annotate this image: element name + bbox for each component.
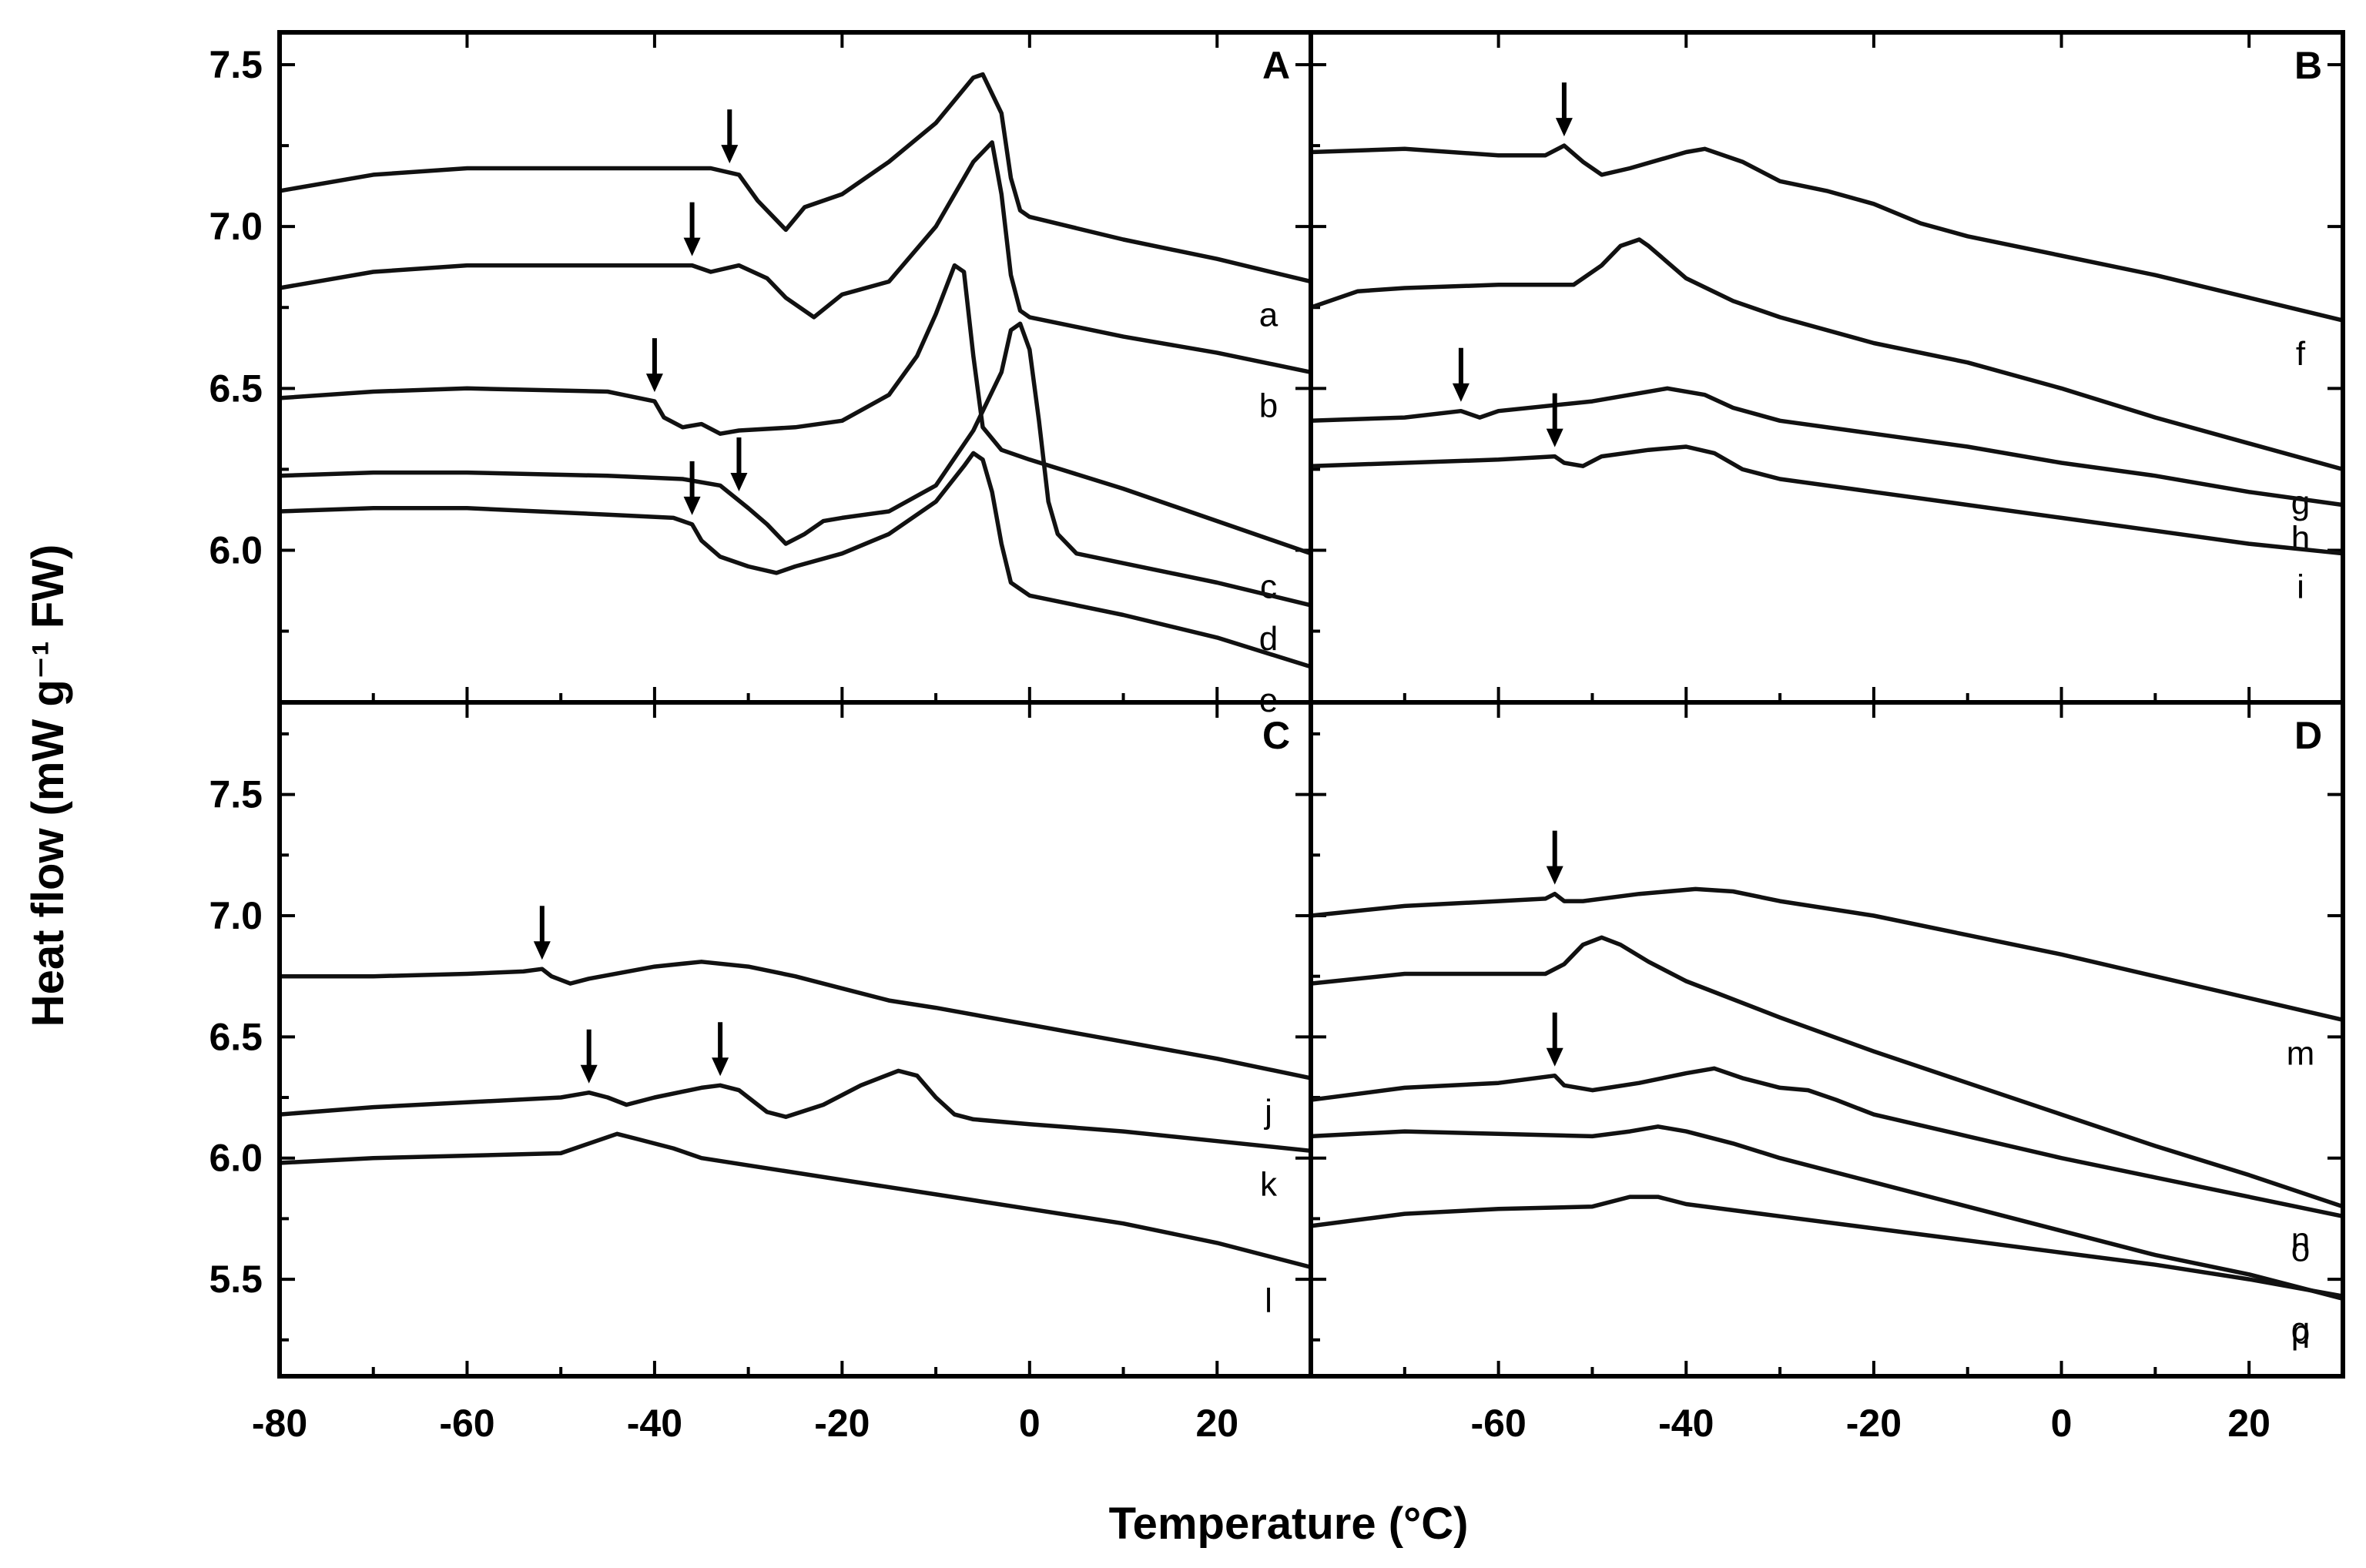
series-label-b: b	[1259, 387, 1278, 424]
panel-d: D -60 -40 -20 0 20 m no pq	[1309, 702, 2345, 1445]
series-line-f	[1309, 143, 2345, 323]
y-tick-label: 6.5	[209, 367, 263, 410]
panel-letter-c: C	[1262, 714, 1290, 757]
x-tick-label: -60	[1471, 1402, 1527, 1445]
series-label-l: l	[1265, 1282, 1272, 1319]
series-line-c	[277, 263, 1313, 556]
panel-letter-a: A	[1262, 44, 1290, 87]
arrow-marker-b	[683, 202, 701, 256]
x-tick-label: -40	[1658, 1402, 1714, 1445]
x-tick-label: -40	[627, 1402, 682, 1445]
series-line-e	[277, 451, 1313, 669]
series-line-k	[277, 1068, 1313, 1154]
arrow-marker-d	[730, 437, 748, 492]
series-label-n: n	[2291, 1221, 2310, 1259]
series-line-p	[1309, 1124, 2345, 1302]
x-tick-label: -20	[814, 1402, 870, 1445]
series-line-q	[1309, 1194, 2345, 1298]
arrow-marker-c	[645, 338, 663, 393]
series-line-m	[1309, 886, 2345, 1023]
arrow-marker-o	[1546, 1012, 1563, 1067]
arrow-marker-h	[1452, 347, 1470, 402]
x-axis-title: Temperature (°C)	[1109, 1499, 1469, 1549]
arrow-marker-k	[580, 1029, 598, 1084]
figure-outer-frame	[277, 30, 2345, 1379]
series-label-o: o	[2291, 1231, 2310, 1268]
arrow-marker-i	[1546, 393, 1563, 447]
series-line-b	[277, 140, 1313, 375]
arrow-marker-j	[533, 906, 551, 960]
panel-letter-d: D	[2294, 714, 2322, 757]
series-line-n	[1309, 935, 2345, 1209]
series-line-g	[1309, 237, 2345, 472]
x-tick-label: 20	[1195, 1402, 1238, 1445]
x-tick-label: -80	[252, 1402, 307, 1445]
series-label-f: f	[2296, 335, 2306, 373]
series-line-d	[277, 321, 1313, 608]
arrow-marker-m	[1546, 830, 1563, 885]
series-line-i	[1309, 444, 2345, 556]
y-tick-label: 7.0	[209, 205, 263, 248]
series-label-m: m	[2287, 1034, 2315, 1072]
arrow-marker-f	[1555, 82, 1573, 137]
panel-letter-b: B	[2294, 44, 2322, 87]
series-label-c: c	[1260, 568, 1277, 606]
y-tick-label: 7.5	[209, 43, 263, 86]
y-tick-label: 7.5	[209, 773, 263, 816]
x-tick-label: 0	[1019, 1402, 1041, 1445]
y-tick-label: 6.5	[209, 1015, 263, 1058]
y-tick-label: 5.5	[209, 1258, 263, 1301]
x-tick-label: -60	[439, 1402, 494, 1445]
arrow-marker-e	[683, 461, 701, 515]
arrow-marker-k	[712, 1022, 729, 1077]
series-label-j: j	[1263, 1093, 1272, 1131]
x-tick-label: -20	[1846, 1402, 1902, 1445]
series-line-l	[277, 1131, 1313, 1270]
series-line-a	[277, 72, 1313, 284]
y-tick-label: 6.0	[209, 1137, 263, 1180]
series-line-h	[1309, 386, 2345, 508]
arrow-marker-a	[721, 109, 739, 164]
series-line-j	[277, 960, 1313, 1081]
y-axis-title: Heat flow (mW g⁻¹ FW)	[23, 544, 73, 1027]
series-line-o	[1309, 1066, 2345, 1219]
x-tick-label: 20	[2227, 1402, 2270, 1445]
series-label-g: g	[2291, 484, 2310, 521]
panel-c: C 7.5 7.0 6.5 6.0 5.5 -80 -60 -40 -20 0 20 jk l	[209, 702, 1313, 1445]
y-tick-label: 6.0	[209, 528, 263, 571]
series-label-q: q	[2291, 1311, 2310, 1349]
series-label-a: a	[1259, 297, 1279, 334]
series-label-p: p	[2291, 1313, 2310, 1351]
series-label-i: i	[2297, 568, 2304, 606]
series-label-k: k	[1260, 1165, 1278, 1203]
y-tick-label: 7.0	[209, 894, 263, 937]
x-tick-label: 0	[2051, 1402, 2073, 1445]
